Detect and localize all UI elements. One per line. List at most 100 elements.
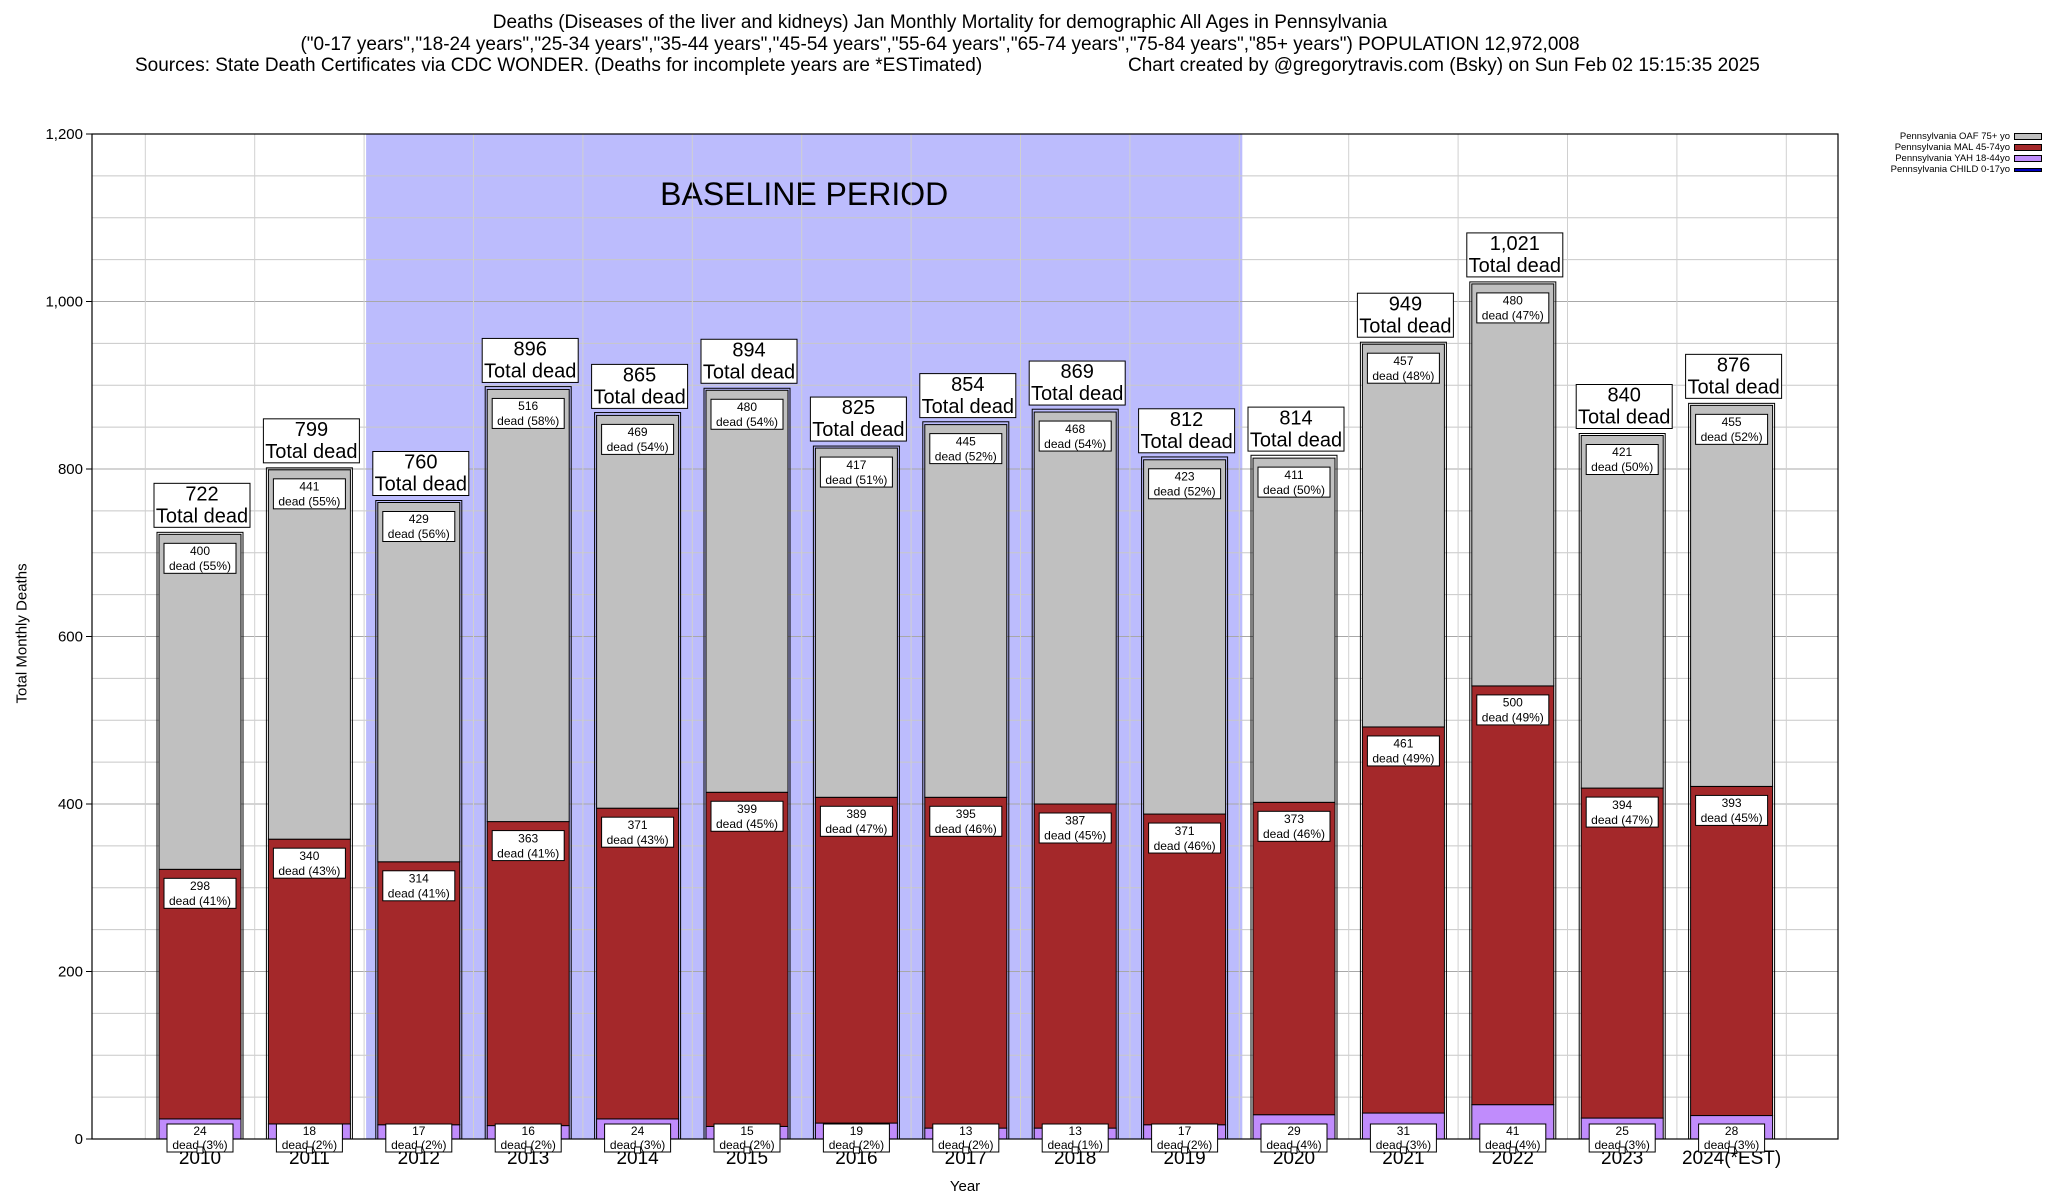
- label-text: 19: [850, 1124, 864, 1138]
- label-text: dead (2%): [1157, 1138, 1212, 1152]
- label-text: 29: [1287, 1124, 1301, 1138]
- label-text: dead (2%): [829, 1138, 884, 1152]
- x-tick-label: 2020: [1273, 1148, 1315, 1169]
- bar-segment: [1361, 343, 1445, 728]
- label-text: 814: [1279, 407, 1312, 429]
- label-text: 13: [1069, 1124, 1083, 1138]
- label-text: 896: [514, 339, 547, 361]
- child-marker: [852, 1146, 860, 1154]
- label-text: dead (46%): [935, 822, 997, 836]
- bar-segment: [596, 807, 680, 1120]
- legend-label-mal: Pennsylvania MAL 45-74yo: [1894, 142, 2010, 153]
- label-text: dead (46%): [1154, 839, 1216, 853]
- label-text: dead (4%): [1485, 1138, 1540, 1152]
- x-tick-label: 2014: [616, 1148, 659, 1169]
- label-box: [700, 338, 798, 384]
- label-box: [272, 847, 346, 879]
- bar-segment: [486, 388, 570, 823]
- label-text: dead (2%): [501, 1138, 556, 1152]
- label-text: 468: [1065, 422, 1085, 436]
- x-tick-label: 2012: [398, 1148, 440, 1169]
- label-text: 411: [1284, 468, 1303, 482]
- y-tick-label: 400: [58, 796, 83, 813]
- x-tick-label: 2022: [1492, 1148, 1534, 1169]
- child-marker: [1290, 1146, 1298, 1154]
- label-text: 389: [846, 807, 866, 821]
- label-text: dead (47%): [825, 822, 887, 836]
- label-box: [710, 800, 784, 832]
- bar-segment: [1580, 787, 1664, 1119]
- label-text: 799: [295, 419, 328, 441]
- label-text: dead (56%): [388, 527, 450, 541]
- child-marker: [1071, 1146, 1079, 1154]
- label-box: [163, 877, 237, 909]
- label-text: dead (3%): [610, 1138, 665, 1152]
- label-box: [262, 418, 360, 464]
- label-text: 41: [1506, 1124, 1520, 1138]
- label-text: 423: [1175, 469, 1195, 483]
- label-box: [1685, 353, 1783, 399]
- bar-segment: [158, 533, 242, 870]
- bar-segment: [814, 796, 898, 1124]
- label-box: [1476, 694, 1550, 726]
- label-text: 455: [1722, 415, 1742, 429]
- label-text: 363: [518, 831, 538, 845]
- label-box: [1356, 292, 1454, 338]
- label-text: dead (51%): [825, 473, 887, 487]
- label-box: [929, 805, 1003, 837]
- bar-segment: [1143, 813, 1227, 1126]
- child-marker: [962, 1146, 970, 1154]
- bar-segment: [1361, 726, 1445, 1114]
- label-text: 24: [193, 1124, 207, 1138]
- label-text: 24: [631, 1124, 645, 1138]
- label-text: dead (3%): [172, 1138, 227, 1152]
- label-text: dead (49%): [1482, 711, 1544, 725]
- label-text: 722: [185, 483, 218, 505]
- bar-segment: [1471, 283, 1555, 687]
- label-text: 13: [959, 1124, 973, 1138]
- label-text: 461: [1393, 737, 1413, 751]
- legend-swatch-child: [2014, 167, 2042, 172]
- label-text: 31: [1397, 1124, 1411, 1138]
- legend-item-mal: Pennsylvania MAL 45-74yo: [1860, 142, 2042, 153]
- child-marker: [524, 1146, 532, 1154]
- bar-segment: [1580, 435, 1664, 789]
- x-tick-label: 2023: [1601, 1148, 1643, 1169]
- label-text: 457: [1393, 354, 1413, 368]
- label-text: dead (4%): [1266, 1138, 1321, 1152]
- label-box: [372, 451, 470, 496]
- label-text: 16: [522, 1124, 536, 1138]
- label-box: [382, 870, 456, 902]
- label-text: 25: [1616, 1124, 1630, 1138]
- bar-segment: [1033, 411, 1117, 805]
- bar-segment: [377, 861, 461, 1126]
- label-text: 840: [1608, 385, 1641, 407]
- child-marker: [634, 1146, 642, 1154]
- label-box: [601, 816, 675, 848]
- label-text: 400: [190, 544, 210, 558]
- chart-credit: Chart created by @gregorytravis.com (Bsk…: [1128, 55, 1760, 76]
- label-box: [491, 830, 565, 862]
- label-text: 15: [740, 1124, 754, 1138]
- label-text: Total dead: [1031, 383, 1123, 405]
- label-text: 854: [951, 374, 984, 396]
